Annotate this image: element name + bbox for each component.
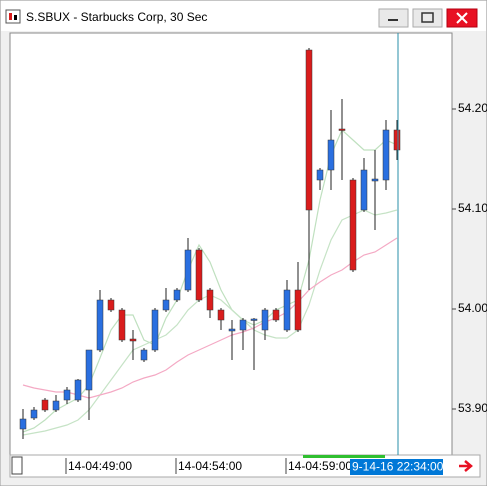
candle-body	[206, 289, 214, 311]
candle-body	[30, 409, 38, 419]
candle-body	[294, 289, 302, 331]
candle-body	[52, 400, 60, 411]
x-tick-label: 14-04:59:00	[288, 459, 352, 473]
y-tick-label: 54.10	[458, 201, 487, 215]
candle-body	[184, 249, 192, 291]
moving-average-line	[22, 237, 398, 399]
scroll-right-arrow[interactable]	[459, 460, 473, 472]
plot-area	[9, 32, 453, 456]
candle-body	[360, 169, 368, 211]
moving-average-line	[22, 128, 398, 433]
plot: 53.90 54.00 54.10 54.20 14-04:49:00 14-04:54:…	[19, 33, 487, 475]
candle-body	[96, 299, 104, 351]
scroll-thumb[interactable]	[11, 456, 23, 475]
y-tick-label: 54.00	[458, 301, 487, 315]
maximize-button[interactable]	[412, 8, 443, 28]
candle-body	[250, 318, 258, 321]
candle-body	[63, 389, 71, 401]
candle-body	[217, 309, 225, 321]
candle-body	[272, 309, 280, 321]
candle-body	[162, 299, 170, 311]
candle-body	[129, 338, 137, 342]
cursor-label: 9-14-16 22:34:00	[352, 460, 444, 474]
x-tick-label: 14-04:54:00	[178, 459, 242, 473]
candle-body	[118, 309, 126, 341]
candle-body	[393, 129, 401, 151]
minimize-button[interactable]	[378, 8, 409, 28]
window-title: S.SBUX - Starbucks Corp, 30 Sec	[26, 10, 207, 24]
candle-body	[151, 309, 159, 351]
candle-body	[316, 169, 324, 181]
candle-body	[107, 299, 115, 311]
candle-body	[74, 379, 82, 401]
x-tick-label: 14-04:49:00	[68, 459, 132, 473]
candle-body	[305, 49, 313, 211]
candle-body	[140, 349, 148, 361]
cursor-label-box	[350, 459, 443, 475]
candle-body	[19, 418, 27, 430]
candle-body	[338, 128, 346, 131]
app-icon	[5, 9, 21, 24]
y-tick-label: 54.20	[458, 101, 487, 115]
candle-body	[239, 319, 247, 331]
candle-body	[371, 178, 379, 182]
candle-body	[228, 328, 236, 332]
candle-body	[195, 249, 203, 301]
candle-body	[327, 139, 335, 171]
candle-body	[261, 309, 269, 331]
close-button[interactable]	[446, 8, 478, 28]
candle-body	[173, 289, 181, 301]
candle-body	[382, 129, 390, 181]
y-tick-label: 53.90	[458, 401, 487, 415]
candle-body	[349, 179, 357, 271]
candle-body	[283, 289, 291, 331]
session-bar	[303, 455, 385, 458]
candle-body	[85, 349, 93, 391]
candle-body	[41, 399, 49, 411]
